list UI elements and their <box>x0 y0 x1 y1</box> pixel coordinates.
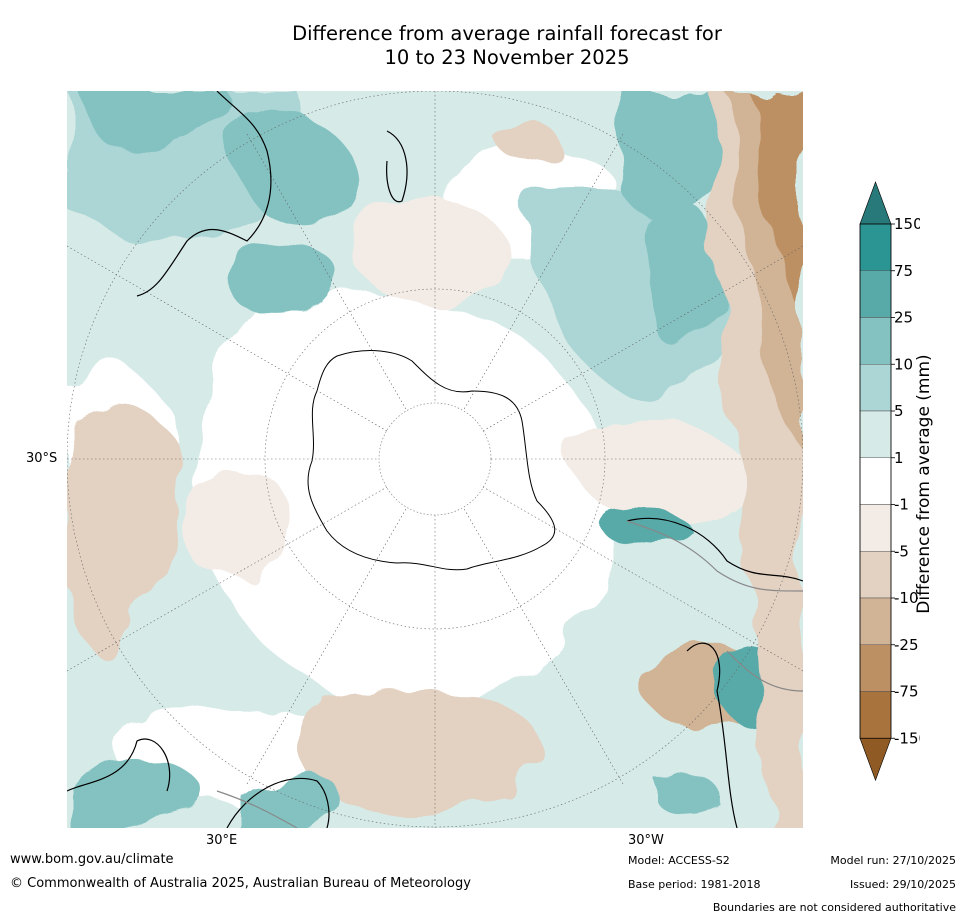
below-average-area <box>747 91 803 311</box>
above-average-area <box>232 109 359 228</box>
australia-coastline <box>226 777 330 828</box>
map-title: Difference from average rainfall forecas… <box>0 22 965 70</box>
australia-coastline <box>67 738 171 792</box>
below-average-area <box>294 683 541 811</box>
below-average-area <box>570 418 759 524</box>
colorbar-title: Difference from average (mm) <box>914 354 934 614</box>
colorbar-tick-label: 5 <box>894 402 904 420</box>
colorbar-frame <box>859 223 892 739</box>
colorbar-segment <box>859 691 892 739</box>
south-america-coastline <box>686 642 738 828</box>
new-zealand-coastline <box>386 130 408 203</box>
graticule <box>67 91 803 828</box>
coastlines <box>67 91 803 828</box>
colorbar-segment <box>859 597 892 645</box>
title-line-2: 10 to 23 November 2025 <box>384 46 630 69</box>
colorbar-tick-label: -5 <box>894 542 909 560</box>
colorbar-segment <box>859 457 892 505</box>
colorbar-segment <box>859 644 892 692</box>
title-line-1: Difference from average rainfall forecas… <box>292 22 722 45</box>
above-average-area <box>230 243 339 322</box>
colorbar-tick-label: 25 <box>894 309 913 327</box>
above-average-area <box>620 91 730 225</box>
below-average-area <box>181 465 284 577</box>
footer-model: Model: ACCESS-S2 <box>628 854 730 867</box>
below-average-area <box>352 196 510 303</box>
footer-copyright: © Commonwealth of Australia 2025, Austra… <box>10 876 471 891</box>
below-average-area <box>67 407 178 652</box>
colorbar-segment <box>859 317 892 365</box>
colorbar-segment <box>859 410 892 458</box>
above-average-area <box>85 91 229 151</box>
colorbar-tick-label: -25 <box>894 636 919 654</box>
colorbar-bottom-arrow <box>859 737 892 782</box>
colorbar-tick-label: -150 <box>894 729 920 747</box>
below-average-area <box>487 120 559 165</box>
footer-model-run: Model run: 27/10/2025 <box>830 854 956 867</box>
anomaly-fields <box>67 91 803 828</box>
colorbar-tick-label: -1 <box>894 496 909 514</box>
latitude-label: 30°S <box>26 451 58 466</box>
longitude-label-west: 30°W <box>628 833 664 848</box>
colorbar-tick-label: -75 <box>894 683 919 701</box>
colorbar-segment <box>859 364 892 412</box>
colorbar-tick-label: 10 <box>894 355 913 373</box>
colorbar-tick-label: 75 <box>894 262 913 280</box>
footer-disclaimer: Boundaries are not considered authoritat… <box>712 901 956 914</box>
colorbar-segment <box>859 504 892 552</box>
above-average-area <box>647 768 719 812</box>
longitude-label-east: 30°E <box>206 833 238 848</box>
south-america-coastline <box>626 517 803 582</box>
africa-coastline <box>136 91 272 297</box>
above-average-area <box>237 768 339 828</box>
footer-url[interactable]: www.bom.gov.au/climate <box>10 852 174 867</box>
pole-circle <box>378 402 492 516</box>
footer-base-period: Base period: 1981-2018 <box>628 878 761 891</box>
borders <box>216 520 803 828</box>
colorbar: 150 75 25 10 5 1 -1 -5 -10 -25 -75 -150 <box>845 180 928 785</box>
colorbar-tick-label: 1 <box>894 449 904 467</box>
colorbar-tick-label: 150 <box>894 215 920 233</box>
above-average-area <box>598 507 697 548</box>
rainfall-anomaly-map <box>67 91 803 828</box>
colorbar-segment <box>859 223 892 271</box>
colorbar-segment <box>859 551 892 599</box>
above-average-area <box>646 204 719 352</box>
colorbar-tick-label: -10 <box>894 589 919 607</box>
colorbar-top-arrow <box>859 181 892 225</box>
footer-issued: Issued: 29/10/2025 <box>849 878 956 891</box>
colorbar-segment <box>859 270 892 318</box>
